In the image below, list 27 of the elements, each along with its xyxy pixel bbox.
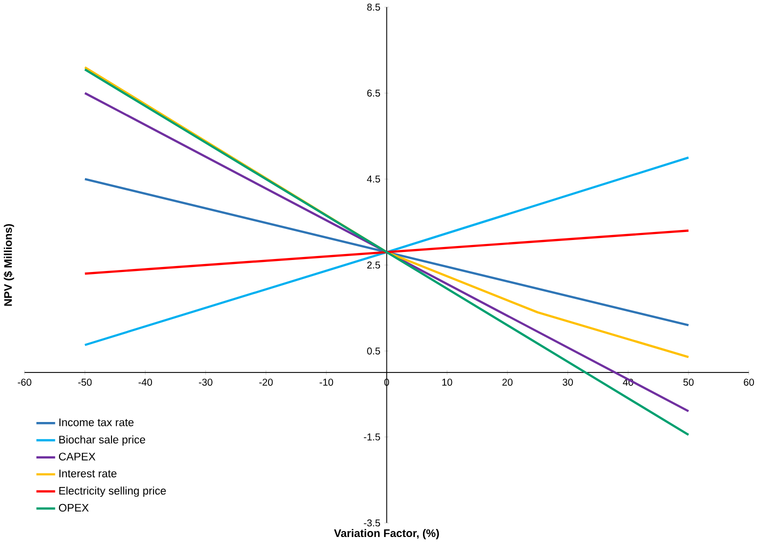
legend-label: OPEX xyxy=(58,504,89,512)
line-series xyxy=(84,66,690,358)
x-tick-label: 30 xyxy=(562,378,573,386)
y-tick-label: -1.5 xyxy=(364,434,380,440)
x-tick-label: 50 xyxy=(683,378,694,386)
legend-label: Income tax rate xyxy=(59,418,134,426)
y-tick-label: 2.5 xyxy=(367,262,380,269)
x-tick-label: -60 xyxy=(18,378,32,386)
y-tick-label: 6.5 xyxy=(367,90,380,97)
legend-label: Interest rate xyxy=(59,470,116,478)
y-tick-label: 8.5 xyxy=(367,4,380,11)
x-tick-label: -10 xyxy=(320,378,334,386)
y-axis-title: NPV ($ Millions) xyxy=(4,224,14,306)
legend-label: Biochar sale price xyxy=(59,435,146,446)
x-tick-label: -30 xyxy=(198,378,212,386)
x-tick-label: -20 xyxy=(259,378,273,386)
legend-label: Electricity selling price xyxy=(59,486,166,497)
x-axis-title: Variation Factor, (%) xyxy=(334,529,439,540)
legend-label: CAPEX xyxy=(58,452,96,461)
x-tick-label: 20 xyxy=(502,378,513,386)
y-tick-label: 0.5 xyxy=(367,348,380,355)
x-tick-label: -50 xyxy=(78,378,92,386)
y-tick-label: -3.5 xyxy=(364,519,380,526)
x-tick-label: 60 xyxy=(744,378,754,386)
x-tick-label: -40 xyxy=(138,378,152,386)
x-tick-label: 10 xyxy=(442,378,452,386)
y-tick-label: 4.5 xyxy=(366,176,380,183)
